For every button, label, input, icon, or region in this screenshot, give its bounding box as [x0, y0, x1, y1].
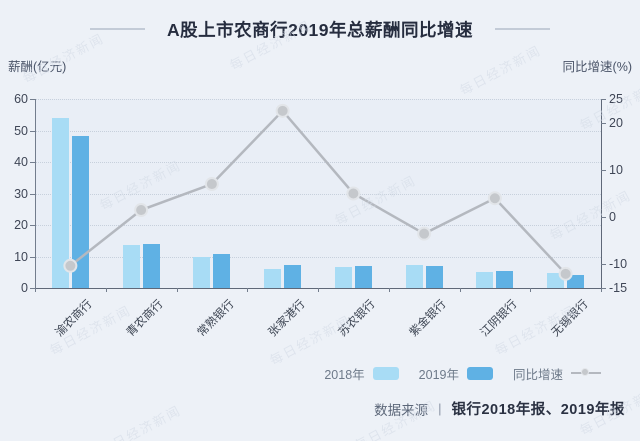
- left-axis-tick: [30, 288, 35, 289]
- right-axis-tick-label: 10: [609, 162, 623, 177]
- left-axis-tick: [30, 193, 35, 195]
- legend-item-2018: 2018年: [324, 364, 399, 383]
- right-axis-tick: [601, 264, 606, 266]
- legend-label-2018: 2018年: [324, 367, 365, 382]
- x-axis-label: 青农商行: [124, 298, 166, 340]
- watermark-text: 每日经济新闻: [457, 42, 544, 99]
- right-axis-tick: [601, 288, 606, 289]
- right-axis-tick-label: 0: [609, 210, 616, 225]
- x-axis-tick: [35, 288, 36, 292]
- right-axis-tick: [601, 99, 606, 100]
- bar-2019年-无锡银行: [567, 275, 585, 288]
- plot-area: [35, 99, 601, 288]
- title-row: A股上市农商行2019年总薪酬同比增速: [0, 16, 640, 42]
- legend-swatch-2018: [372, 366, 399, 380]
- left-axis-tick: [30, 99, 35, 100]
- bar-2019年-常熟银行: [213, 254, 231, 288]
- bar-2018年-常熟银行: [193, 256, 211, 288]
- left-axis-tick-label: 20: [14, 218, 28, 232]
- x-axis-label: 无锡银行: [549, 298, 591, 340]
- bar-2019年-江阴银行: [496, 270, 514, 288]
- bar-2019年-青农商行: [142, 244, 160, 288]
- right-axis-tick-label: -10: [609, 257, 628, 272]
- left-axis-tick-label: 60: [14, 92, 28, 106]
- x-axis-label: 张家港行: [266, 298, 308, 340]
- h-gridline: [35, 225, 601, 226]
- x-axis-tick: [318, 288, 319, 292]
- legend: 2018年 2019年 同比增速: [0, 364, 601, 382]
- bar-2018年-无锡银行: [547, 273, 565, 288]
- right-axis-tick-label: -15: [609, 281, 628, 295]
- left-axis-tick: [30, 256, 35, 258]
- growth-point-张家港行: [275, 103, 290, 118]
- x-axis-label: 紫金银行: [407, 298, 449, 340]
- left-axis-tick-label: 0: [21, 281, 28, 295]
- bar-2018年-苏农银行: [334, 267, 352, 288]
- bar-2019年-紫金银行: [425, 265, 443, 288]
- bar-2018年-张家港行: [264, 269, 282, 288]
- h-gridline: [35, 99, 601, 100]
- right-axis-tick: [601, 217, 606, 219]
- data-source-text: 银行2018年报、2019年报: [451, 402, 625, 418]
- right-axis-tick: [601, 169, 606, 171]
- left-axis-tick: [30, 162, 35, 163]
- x-axis-label: 江阴银行: [478, 298, 520, 340]
- legend-item-2019: 2019年: [419, 364, 493, 383]
- bar-2018年-青农商行: [122, 244, 140, 288]
- left-axis-title: 薪酬(亿元): [8, 60, 67, 74]
- growth-point-青农商行: [134, 203, 149, 218]
- x-axis-label: 苏农银行: [336, 298, 378, 340]
- x-axis-tick: [105, 288, 107, 292]
- x-axis-tick: [247, 288, 249, 292]
- left-axis-line: [35, 99, 36, 288]
- left-axis-tick: [30, 225, 35, 226]
- x-axis-tick: [176, 288, 178, 292]
- legend-swatch-2019: [466, 366, 493, 380]
- legend-item-growth: 同比增速: [513, 364, 601, 383]
- h-gridline: [35, 162, 601, 163]
- data-source-row: 数据来源 | 银行2018年报、2019年报: [0, 398, 625, 419]
- x-axis-label: 常熟银行: [195, 298, 237, 340]
- legend-label-growth: 同比增速: [512, 367, 563, 382]
- right-axis-tick: [601, 122, 606, 124]
- right-axis-tick-label: 25: [609, 92, 623, 106]
- left-axis-tick-label: 50: [14, 123, 28, 138]
- bar-2018年-江阴银行: [476, 271, 494, 288]
- left-axis-tick-label: 40: [14, 155, 28, 169]
- left-axis-tick-label: 30: [14, 186, 28, 201]
- bar-2018年-紫金银行: [405, 265, 423, 288]
- bar-2019年-渝农商行: [71, 135, 89, 288]
- right-axis-line: [601, 99, 602, 289]
- left-axis-tick-label: 10: [14, 249, 28, 264]
- title-dash-right: [495, 28, 551, 30]
- x-axis-tick: [459, 288, 461, 292]
- data-source-label: 数据来源: [374, 402, 429, 418]
- legend-line-dot-icon: [571, 367, 601, 380]
- growth-point-常熟银行: [204, 177, 219, 192]
- x-axis-tick: [530, 288, 532, 292]
- legend-label-2019: 2019年: [418, 367, 459, 382]
- left-axis-tick: [30, 130, 35, 132]
- growth-point-紫金银行: [417, 226, 432, 241]
- right-axis-title: 同比增速(%): [562, 60, 632, 74]
- x-axis-tick: [388, 288, 390, 292]
- x-axis-label: 渝农商行: [53, 298, 95, 340]
- x-axis-tick: [601, 288, 602, 292]
- data-source-separator: |: [438, 401, 442, 416]
- h-gridline: [35, 256, 601, 258]
- h-gridline: [35, 193, 601, 195]
- bar-2019年-苏农银行: [354, 266, 372, 288]
- chart-title: A股上市农商行2019年总薪酬同比增速: [166, 19, 474, 40]
- h-gridline: [35, 130, 601, 132]
- bar-2018年-渝农商行: [51, 117, 69, 288]
- right-axis-tick-label: 20: [609, 115, 623, 130]
- title-dash-left: [89, 28, 145, 30]
- bar-2019年-张家港行: [284, 265, 302, 288]
